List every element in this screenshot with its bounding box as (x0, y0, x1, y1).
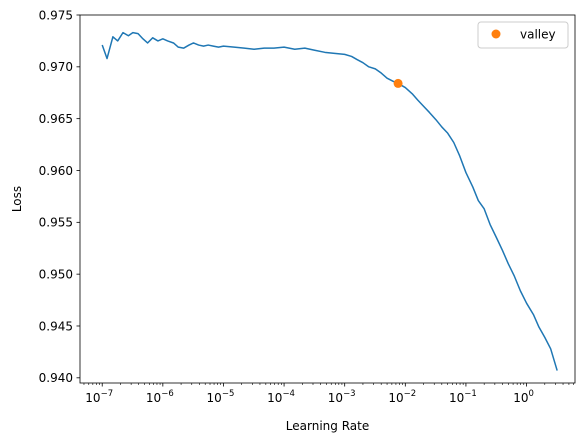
valley-point (393, 78, 403, 88)
y-tick-label: 0.975 (39, 8, 73, 22)
x-axis-label: Learning Rate (286, 419, 369, 433)
x-tick-label: 10−6 (146, 389, 174, 405)
legend-box (477, 21, 569, 49)
x-tick-label: 100 (513, 389, 534, 405)
y-tick-label: 0.965 (39, 112, 73, 126)
legend-label-valley: valley (520, 28, 556, 42)
y-tick-label: 0.960 (39, 164, 73, 178)
x-tick-label: 10−5 (207, 389, 235, 405)
x-tick-label: 10−3 (328, 389, 356, 405)
x-tick-label: 10−7 (85, 389, 113, 405)
x-axis-ticks: 10−7 10−6 10−5 10−4 10−3 10−2 10−1 100 (83, 383, 575, 405)
loss-curve (101, 31, 558, 371)
y-axis-label: Loss (10, 186, 24, 212)
x-tick-label: 10−2 (388, 389, 416, 405)
legend-marker-valley (491, 29, 501, 39)
y-tick-label: 0.955 (39, 216, 73, 230)
plot-frame (79, 14, 576, 384)
legend: valley (477, 21, 569, 49)
y-axis-ticks: 0.940 0.945 0.950 0.955 0.960 0.965 0.970 0.975 (39, 8, 80, 385)
x-tick-label: 10−4 (267, 389, 295, 405)
plot-area (101, 31, 558, 371)
y-tick-label: 0.950 (39, 267, 73, 281)
y-tick-label: 0.970 (39, 60, 73, 74)
y-tick-label: 0.940 (39, 371, 73, 385)
x-tick-label: 10−1 (449, 389, 477, 405)
y-tick-label: 0.945 (39, 319, 73, 333)
